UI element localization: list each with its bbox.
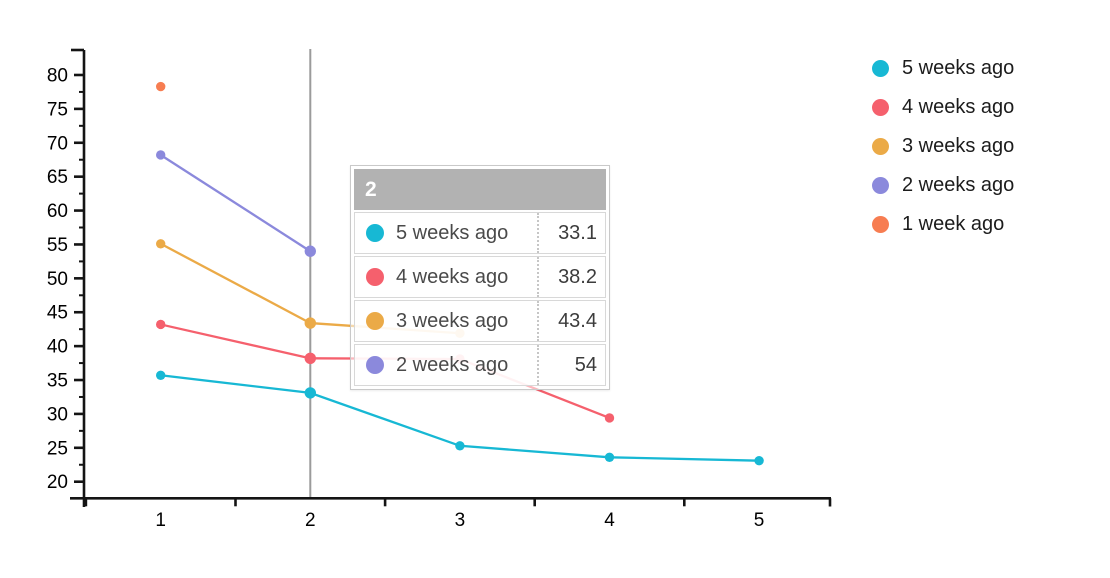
legend-dot-icon <box>872 177 889 194</box>
tooltip-title: 2 <box>354 169 606 210</box>
series-dot-icon <box>366 356 384 374</box>
legend-label: 1 week ago <box>902 213 1005 235</box>
y-tick-label: 35 <box>47 371 68 392</box>
tooltip-row: 5 weeks ago 33.1 <box>354 212 606 254</box>
y-tick-label: 25 <box>47 438 68 459</box>
y-tick-label: 70 <box>47 133 68 154</box>
y-tick-label: 50 <box>47 269 68 290</box>
legend-item-5-weeks-ago[interactable]: 5 weeks ago <box>872 49 1014 88</box>
data-point-5-weeks-ago-x1[interactable] <box>156 370 166 380</box>
data-point-5-weeks-ago-x4[interactable] <box>604 452 615 462</box>
axes <box>70 48 832 507</box>
x-tick-label: 5 <box>754 510 765 531</box>
legend-item-3-weeks-ago[interactable]: 3 weeks ago <box>872 127 1014 166</box>
tooltip-series-label: 5 weeks ago <box>396 221 509 244</box>
data-point-4-weeks-ago-x4[interactable] <box>604 413 615 423</box>
legend-dot-icon <box>872 216 889 233</box>
x-tick-label: 1 <box>155 510 166 531</box>
tooltip-row: 4 weeks ago 38.2 <box>354 256 606 298</box>
legend-label: 2 weeks ago <box>902 174 1015 196</box>
tooltip-series-label: 2 weeks ago <box>396 353 509 376</box>
legend-dot-icon <box>872 99 889 116</box>
legend-label: 5 weeks ago <box>902 57 1015 79</box>
series-dot-icon <box>366 224 384 242</box>
data-point-2-weeks-ago-x1[interactable] <box>156 150 166 160</box>
tooltip-series-value: 38.2 <box>537 257 605 297</box>
x-tick-label: 4 <box>604 510 615 531</box>
legend-dot-icon <box>872 138 889 155</box>
y-tick-label: 75 <box>47 99 68 120</box>
data-point-5-weeks-ago-x2[interactable] <box>304 387 316 399</box>
tooltip-row: 3 weeks ago 43.4 <box>354 300 606 342</box>
legend-dot-icon <box>872 60 889 77</box>
data-point-5-weeks-ago-x3[interactable] <box>455 441 465 451</box>
y-tick-label: 40 <box>47 337 68 358</box>
tooltip-row: 2 weeks ago 54 <box>354 344 606 386</box>
series-dot-icon <box>366 268 384 286</box>
series-line-2-weeks-ago <box>160 154 311 253</box>
legend-item-2-weeks-ago[interactable]: 2 weeks ago <box>872 166 1014 205</box>
y-tick-label: 60 <box>47 201 68 222</box>
y-tick-label: 80 <box>47 65 68 86</box>
y-tick-label: 30 <box>47 404 68 425</box>
data-point-4-weeks-ago-x1[interactable] <box>156 319 166 330</box>
y-tick-label: 45 <box>47 303 68 324</box>
tooltip-series-value: 43.4 <box>537 301 605 341</box>
x-tick-label: 2 <box>305 510 316 531</box>
y-tick-label: 20 <box>47 472 68 493</box>
data-point-1-week-ago-x1[interactable] <box>156 81 166 92</box>
legend-label: 4 weeks ago <box>902 96 1015 118</box>
tooltip: 2 5 weeks ago 33.1 4 weeks ago 38.2 3 we… <box>350 165 610 390</box>
data-point-5-weeks-ago-x5[interactable] <box>754 455 764 466</box>
tooltip-series-value: 33.1 <box>537 213 605 253</box>
data-point-3-weeks-ago-x2[interactable] <box>304 317 316 329</box>
y-tick-label: 65 <box>47 167 68 188</box>
tooltip-series-label: 3 weeks ago <box>396 309 509 332</box>
legend-item-4-weeks-ago[interactable]: 4 weeks ago <box>872 88 1014 127</box>
y-tick-label: 55 <box>47 235 68 256</box>
tooltip-series-value: 54 <box>537 345 605 385</box>
legend-item-1-week-ago[interactable]: 1 week ago <box>872 205 1014 244</box>
data-point-4-weeks-ago-x2[interactable] <box>304 352 316 365</box>
data-point-3-weeks-ago-x1[interactable] <box>156 239 166 249</box>
legend: 5 weeks ago 4 weeks ago 3 weeks ago 2 we… <box>872 49 1014 244</box>
legend-label: 3 weeks ago <box>902 135 1015 157</box>
series-dot-icon <box>366 312 384 330</box>
tooltip-series-label: 4 weeks ago <box>396 265 509 288</box>
data-point-2-weeks-ago-x2[interactable] <box>304 245 316 257</box>
x-tick-label: 3 <box>455 510 466 531</box>
